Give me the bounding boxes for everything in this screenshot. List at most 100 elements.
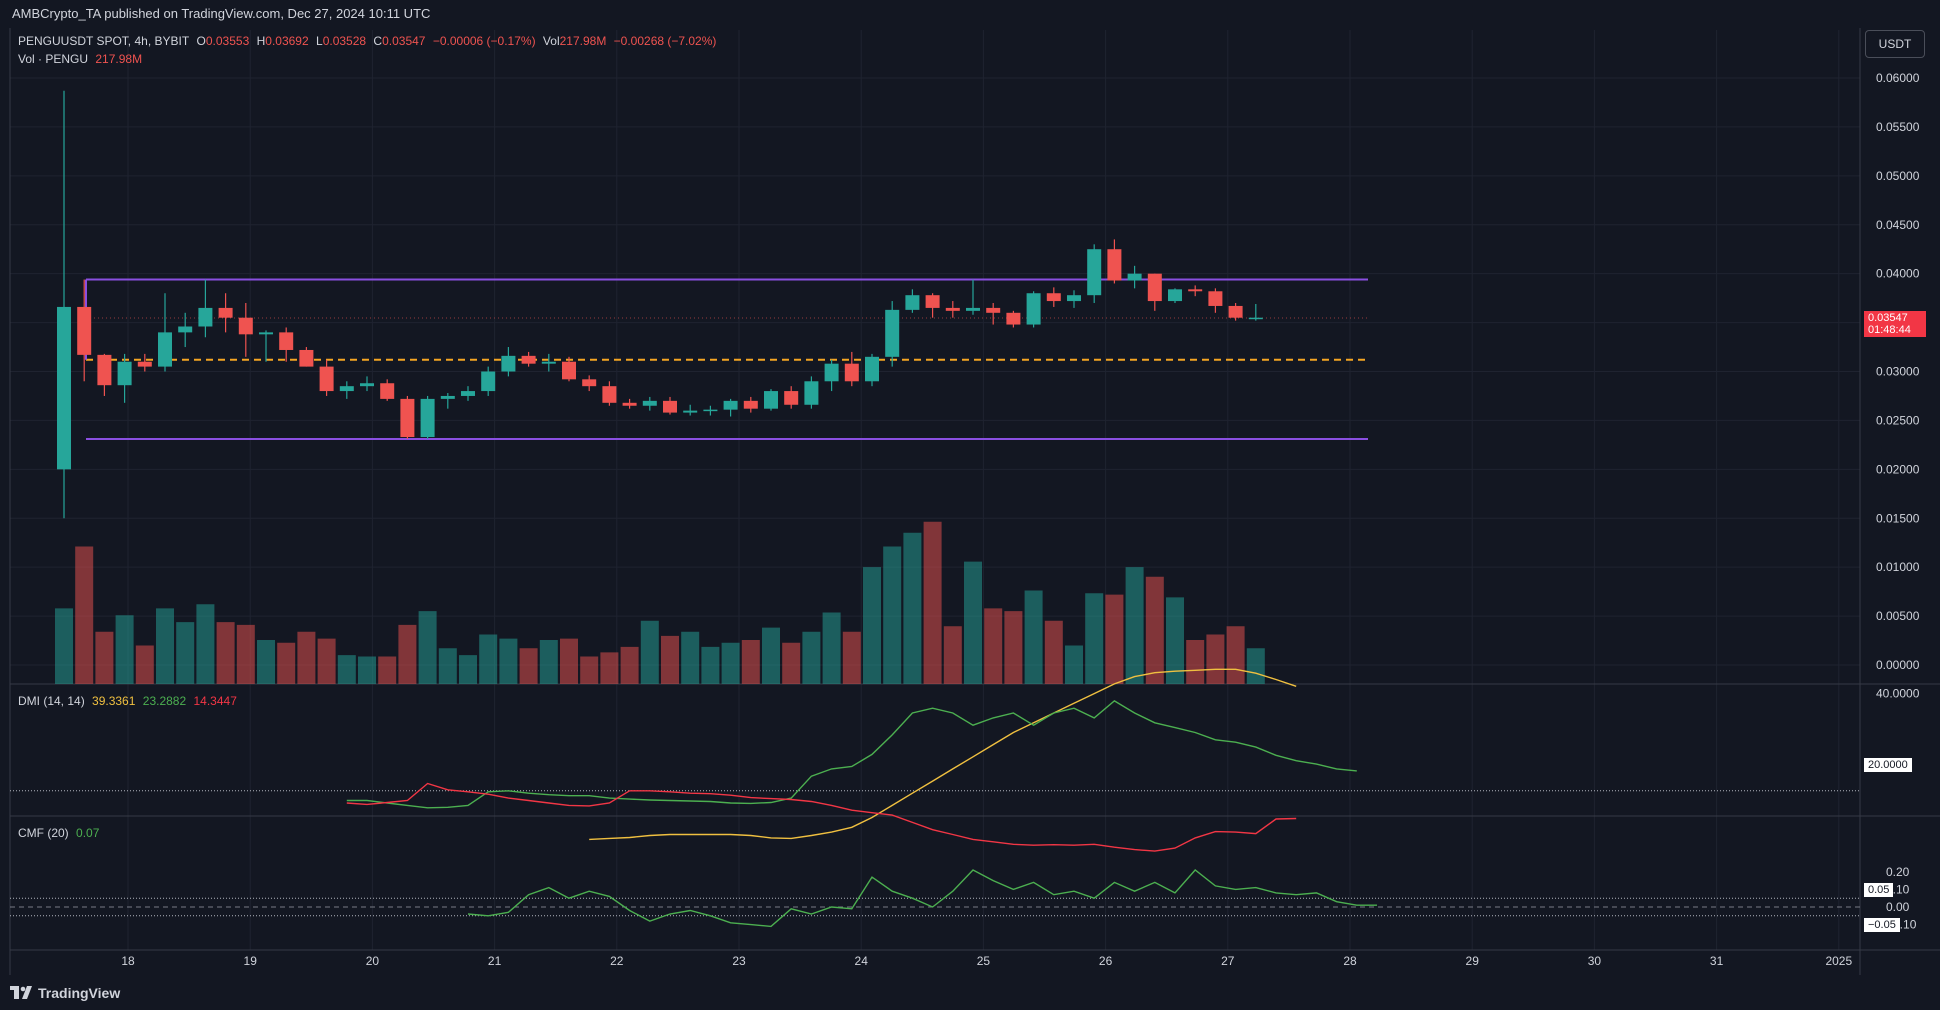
candle-body — [743, 400, 758, 409]
high-value: 0.03692 — [265, 34, 309, 48]
candle-body — [663, 400, 677, 413]
volume-bar — [560, 638, 578, 684]
candle-body — [259, 332, 273, 335]
candle-body — [764, 391, 778, 409]
volume-bar — [257, 640, 275, 684]
candle-body — [1107, 249, 1122, 281]
candle-body — [804, 381, 819, 405]
volume-bar — [1105, 594, 1124, 684]
candle-body — [400, 398, 415, 438]
volume-bar — [1166, 597, 1184, 684]
candle-body — [784, 391, 799, 405]
dmi-pane — [10, 668, 1860, 852]
candle-body — [1228, 305, 1243, 318]
price-tick-label: 0.02000 — [1876, 462, 1920, 476]
candle-body — [1147, 273, 1162, 302]
candle-body — [562, 361, 576, 380]
candle-body — [1087, 249, 1102, 296]
open-value: 0.03553 — [205, 34, 250, 48]
top-bar: AMBCrypto_TA published on TradingView.co… — [0, 0, 1940, 28]
price-tick-label: 0.00000 — [1876, 658, 1920, 672]
candle-body — [865, 356, 879, 382]
low-value: 0.03528 — [322, 34, 367, 48]
volume-bar — [1004, 611, 1023, 684]
volume-bar — [721, 642, 740, 684]
cmf-line — [467, 869, 1377, 928]
candle-body — [137, 361, 152, 367]
volume-bar — [1186, 640, 1205, 684]
candle-body — [117, 361, 132, 386]
price-tick-label: 0.05500 — [1876, 120, 1920, 134]
volume-bar — [802, 631, 821, 684]
high-label: H — [256, 34, 266, 48]
candle-body — [966, 307, 980, 311]
volume-bar — [762, 627, 780, 684]
dmi-level-badge: 20.0000 — [1864, 758, 1912, 772]
candle-body — [1208, 291, 1223, 306]
candle-body — [1026, 293, 1041, 325]
time-tick-label: 24 — [855, 954, 869, 968]
tradingview-brand: TradingView — [38, 985, 121, 1001]
dmi-plus-di-line — [346, 700, 1357, 809]
cmf-legend: CMF (20) 0.07 — [18, 826, 103, 840]
volume-bar — [135, 645, 154, 684]
volume-bar — [600, 652, 619, 684]
volume-bar — [438, 648, 457, 684]
candle-body — [501, 355, 516, 372]
volume-bar — [741, 640, 760, 684]
volume-bar — [984, 608, 1003, 684]
time-tick-label: 22 — [610, 954, 624, 968]
currency-button[interactable]: USDT — [1865, 30, 1925, 58]
dmi-legend: DMI (14, 14) 39.3361 23.2882 14.3447 — [18, 694, 241, 708]
price-tick-label: 0.03000 — [1876, 365, 1920, 379]
candle-body — [1006, 312, 1021, 325]
candle-body — [198, 307, 213, 327]
price-tick-label: 0.01500 — [1876, 511, 1920, 525]
volume-bar — [1024, 590, 1043, 684]
time-tick-label: 18 — [121, 954, 135, 968]
price-tick-label: 0.04000 — [1876, 267, 1920, 281]
time-tick-label: 19 — [244, 954, 258, 968]
price-axis: 0.060000.055000.050000.045000.040000.035… — [1876, 71, 1920, 932]
vol-value: 217.98M — [559, 34, 607, 48]
candle-body — [925, 295, 940, 308]
volume-bar — [277, 642, 296, 684]
candle-body — [905, 295, 920, 310]
dmi-label: DMI (14, 14) — [18, 694, 85, 708]
candle-body — [158, 332, 172, 367]
candle-body — [1067, 295, 1081, 302]
volume-bar — [337, 655, 356, 684]
dmi-adx-value: 39.3361 — [92, 694, 136, 708]
volume-bar — [943, 626, 962, 684]
dmi-minus-di-line — [346, 782, 1297, 852]
volume-bar — [196, 604, 215, 684]
time-tick-label: 29 — [1466, 954, 1480, 968]
time-tick-label: 20 — [366, 954, 380, 968]
last-price-value: 0.03547 — [1868, 312, 1908, 324]
volume-bar — [1226, 626, 1245, 684]
close-value: 0.03547 — [382, 34, 426, 48]
volume-bar — [479, 634, 498, 684]
candle-body — [582, 379, 597, 387]
vol-change-value: −0.00268 (−7.02%) — [613, 34, 717, 48]
candle-body — [642, 400, 657, 406]
candle-body — [986, 307, 1001, 313]
candle-body — [1168, 289, 1182, 302]
volume-bar — [883, 546, 902, 684]
tradingview-logo[interactable]: TradingView — [10, 985, 120, 1001]
time-tick-label: 30 — [1588, 954, 1602, 968]
time-tick-label: 31 — [1710, 954, 1724, 968]
dmi-minus-value: 14.3447 — [193, 694, 237, 708]
volume-bar — [1145, 576, 1164, 684]
volume-bar — [580, 656, 599, 684]
price-tick-label: 0.04500 — [1876, 218, 1920, 232]
time-tick-label: 27 — [1221, 954, 1235, 968]
candle-body — [602, 386, 617, 403]
close-label: C — [373, 34, 383, 48]
volume-bar — [782, 642, 801, 684]
candle-body — [380, 383, 395, 399]
volume-bar — [903, 532, 922, 684]
volume-legend-label: Vol · PENGU — [18, 52, 89, 66]
low-label: L — [316, 34, 323, 48]
